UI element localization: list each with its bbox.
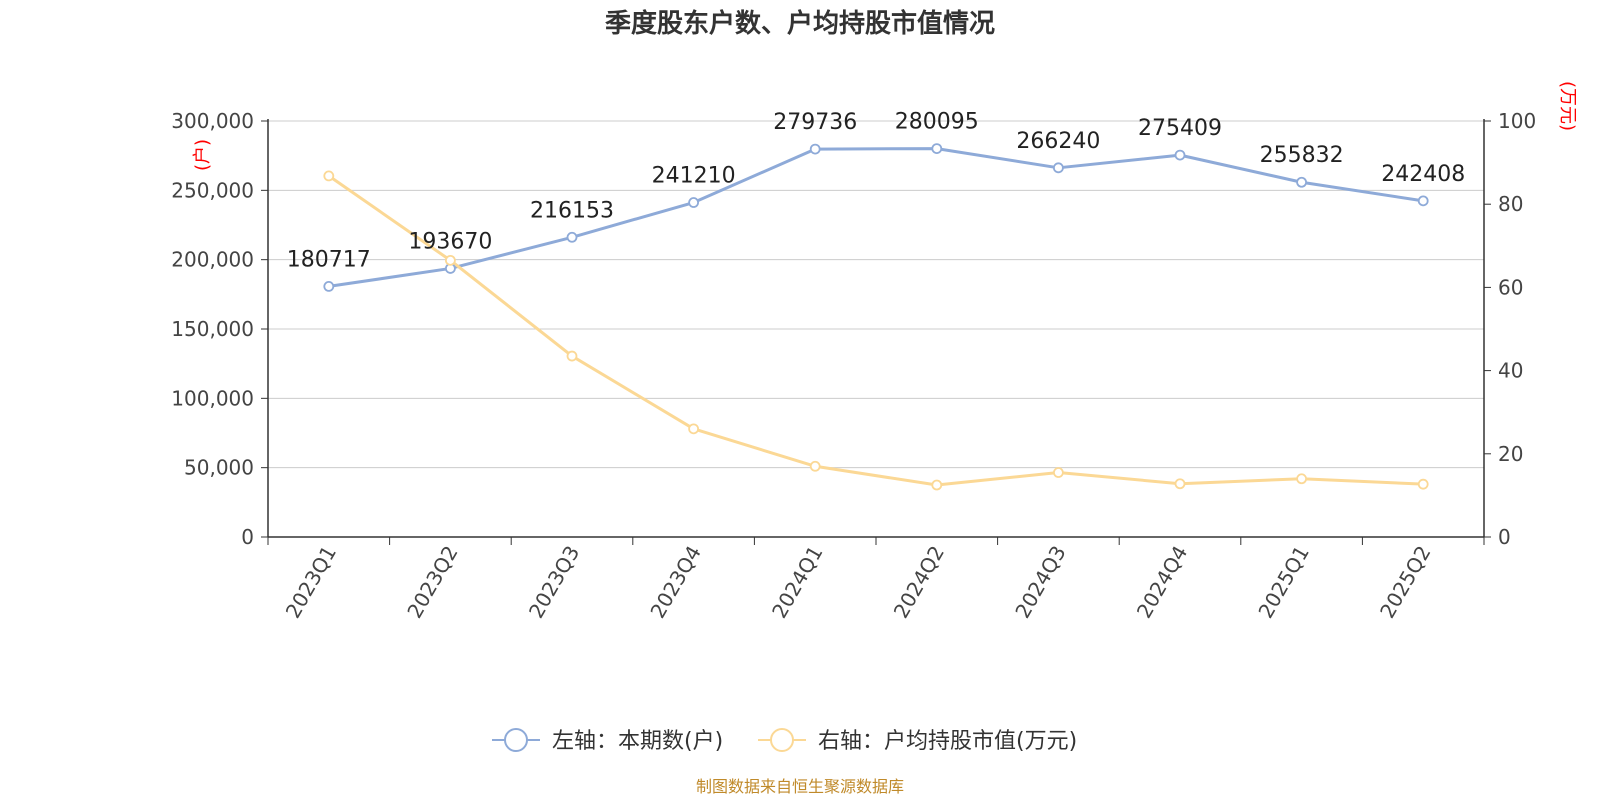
x-axis-tick-label: 2023Q2 bbox=[402, 542, 462, 623]
legend-label-right-series[interactable]: 右轴：户均持股市值(万元) bbox=[818, 729, 1077, 754]
source-note: 制图数据来自恒生聚源数据库 bbox=[696, 777, 904, 796]
right-axis-tick-label: 20 bbox=[1498, 442, 1523, 466]
series-line-right bbox=[327, 174, 1424, 487]
data-label: 180717 bbox=[287, 247, 371, 272]
data-point-left bbox=[1296, 176, 1307, 188]
data-label: 241210 bbox=[652, 164, 736, 189]
data-label: 193670 bbox=[408, 229, 492, 254]
series-layer: 180717 193670 216153 241210 279736 280095 2662… bbox=[287, 110, 1465, 491]
right-axis-tick-label: 60 bbox=[1498, 275, 1523, 299]
data-label: 275409 bbox=[1138, 116, 1222, 141]
data-point-right bbox=[931, 479, 943, 491]
data-point-right bbox=[1417, 478, 1429, 490]
data-point-right bbox=[1174, 478, 1186, 490]
data-point-left bbox=[809, 143, 821, 155]
chart-title: 季度股东户数、户均持股市值情况 bbox=[605, 8, 995, 39]
data-point-right bbox=[323, 170, 335, 182]
data-label: 280095 bbox=[895, 110, 979, 135]
right-axis-unit: (万元) bbox=[1557, 81, 1578, 131]
left-axis-unit: (户) bbox=[192, 139, 213, 171]
left-axis-tick-label: 50,000 bbox=[184, 456, 254, 480]
legend-label-left-series[interactable]: 左轴：本期数(户) bbox=[552, 729, 723, 754]
x-axis-tick-label: 2024Q4 bbox=[1132, 542, 1192, 623]
data-point-left bbox=[1174, 149, 1186, 161]
data-point-right bbox=[566, 350, 578, 362]
series-line-left bbox=[328, 147, 1424, 288]
right-axis-tick-label: 100 bbox=[1498, 109, 1536, 133]
right-axis-tick-label: 80 bbox=[1498, 192, 1523, 216]
x-axis-tick-label: 2023Q3 bbox=[524, 542, 584, 623]
data-label: 216153 bbox=[530, 198, 614, 223]
legend-marker-right-series bbox=[770, 728, 794, 752]
legend[interactable]: 左轴：本期数(户) 右轴：户均持股市值(万元) bbox=[492, 728, 1077, 754]
data-point-left bbox=[323, 281, 335, 292]
data-point-right bbox=[1296, 473, 1307, 485]
data-point-right bbox=[809, 460, 821, 472]
data-label: 242408 bbox=[1381, 162, 1465, 187]
data-point-left bbox=[1053, 162, 1064, 174]
data-label: 266240 bbox=[1016, 129, 1100, 154]
gridlines bbox=[268, 120, 1484, 469]
right-axis-tick-label: 0 bbox=[1498, 525, 1511, 549]
x-axis-tick-label: 2025Q1 bbox=[1253, 542, 1313, 623]
data-point-left bbox=[688, 197, 699, 208]
x-axis-tick-label: 2023Q4 bbox=[645, 542, 705, 623]
left-axis-tick-label: 200,000 bbox=[171, 248, 254, 272]
right-axis-tick-label: 40 bbox=[1498, 359, 1523, 383]
x-axis-tick-label: 2023Q1 bbox=[281, 542, 341, 623]
left-axis-tick-label: 150,000 bbox=[171, 317, 254, 341]
legend-marker-left-series bbox=[504, 728, 528, 752]
x-axis-tick-label: 2024Q2 bbox=[889, 542, 949, 623]
data-point-left bbox=[566, 231, 578, 243]
data-label: 255832 bbox=[1260, 143, 1344, 168]
left-axis-tick-label: 0 bbox=[241, 525, 254, 549]
left-axis-tick-label: 300,000 bbox=[171, 109, 254, 133]
data-point-right bbox=[1053, 467, 1064, 478]
x-axis-tick-label: 2024Q3 bbox=[1010, 542, 1070, 623]
data-point-right bbox=[444, 254, 456, 266]
data-point-right bbox=[688, 423, 699, 435]
x-axis-tick-label: 2025Q2 bbox=[1375, 542, 1435, 623]
left-axis-tick-label: 100,000 bbox=[171, 386, 254, 410]
data-label: 279736 bbox=[773, 110, 857, 135]
x-axis-tick-label: 2024Q1 bbox=[767, 542, 827, 623]
left-axis-tick-label: 250,000 bbox=[171, 178, 254, 202]
data-point-left bbox=[1417, 195, 1429, 207]
data-point-left bbox=[931, 143, 943, 155]
